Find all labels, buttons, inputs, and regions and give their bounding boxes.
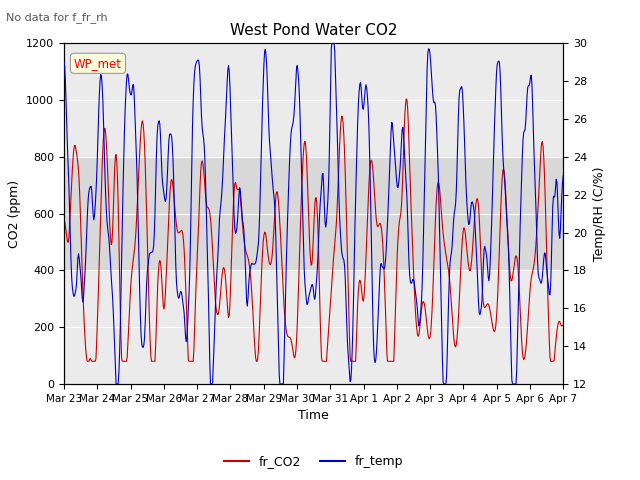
Text: No data for f_fr_rh: No data for f_fr_rh [6, 12, 108, 23]
Text: WP_met: WP_met [74, 57, 122, 70]
Legend: fr_CO2, fr_temp: fr_CO2, fr_temp [219, 450, 408, 473]
Y-axis label: Temp/RH (C/%): Temp/RH (C/%) [593, 167, 605, 261]
X-axis label: Time: Time [298, 409, 329, 422]
Y-axis label: CO2 (ppm): CO2 (ppm) [8, 180, 20, 248]
Title: West Pond Water CO2: West Pond Water CO2 [230, 23, 397, 38]
Bar [64, 157, 563, 270]
